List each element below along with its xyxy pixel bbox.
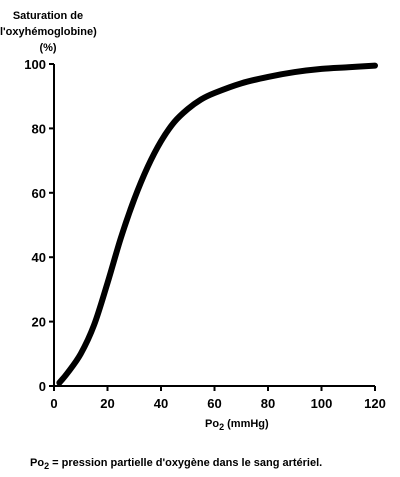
x-tick-label: 100 [311, 396, 333, 411]
x-axis-title: Po2 (mmHg) [205, 418, 269, 432]
x-axis-title-unit: (mmHg) [224, 418, 269, 430]
x-tick-label: 40 [154, 396, 168, 411]
y-tick-label: 80 [32, 121, 46, 136]
x-tick-label: 60 [207, 396, 221, 411]
y-tick-label: 60 [32, 186, 46, 201]
x-tick-label: 80 [261, 396, 275, 411]
x-axis-title-main: Po [205, 418, 220, 430]
y-tick-label: 0 [39, 379, 46, 394]
y-axis-title-line-2: l'oxyhémoglobine) [0, 26, 97, 38]
y-axis-title-line-3: (%) [39, 42, 57, 54]
dissociation-curve-line [56, 62, 378, 386]
x-tick-label: 20 [100, 396, 114, 411]
footnote-text: = pression partielle d'oxygène dans le s… [49, 457, 323, 469]
footnote-subscript: 2 [44, 461, 50, 471]
footnote: Po2 = pression partielle d'oxygène dans … [30, 457, 322, 471]
y-tick-label: 40 [32, 250, 46, 265]
x-axis-title-subscript: 2 [219, 422, 225, 432]
y-axis-title-line-1: Saturation de [12, 10, 84, 22]
y-tick-label: 20 [32, 315, 46, 330]
y-axis-title: Saturation de l'oxyhémoglobine) (%) [0, 8, 97, 56]
x-tick-label: 0 [50, 396, 57, 411]
footnote-main: Po [30, 457, 45, 469]
x-tick-label: 120 [364, 396, 386, 411]
y-tick-label: 100 [24, 57, 46, 72]
